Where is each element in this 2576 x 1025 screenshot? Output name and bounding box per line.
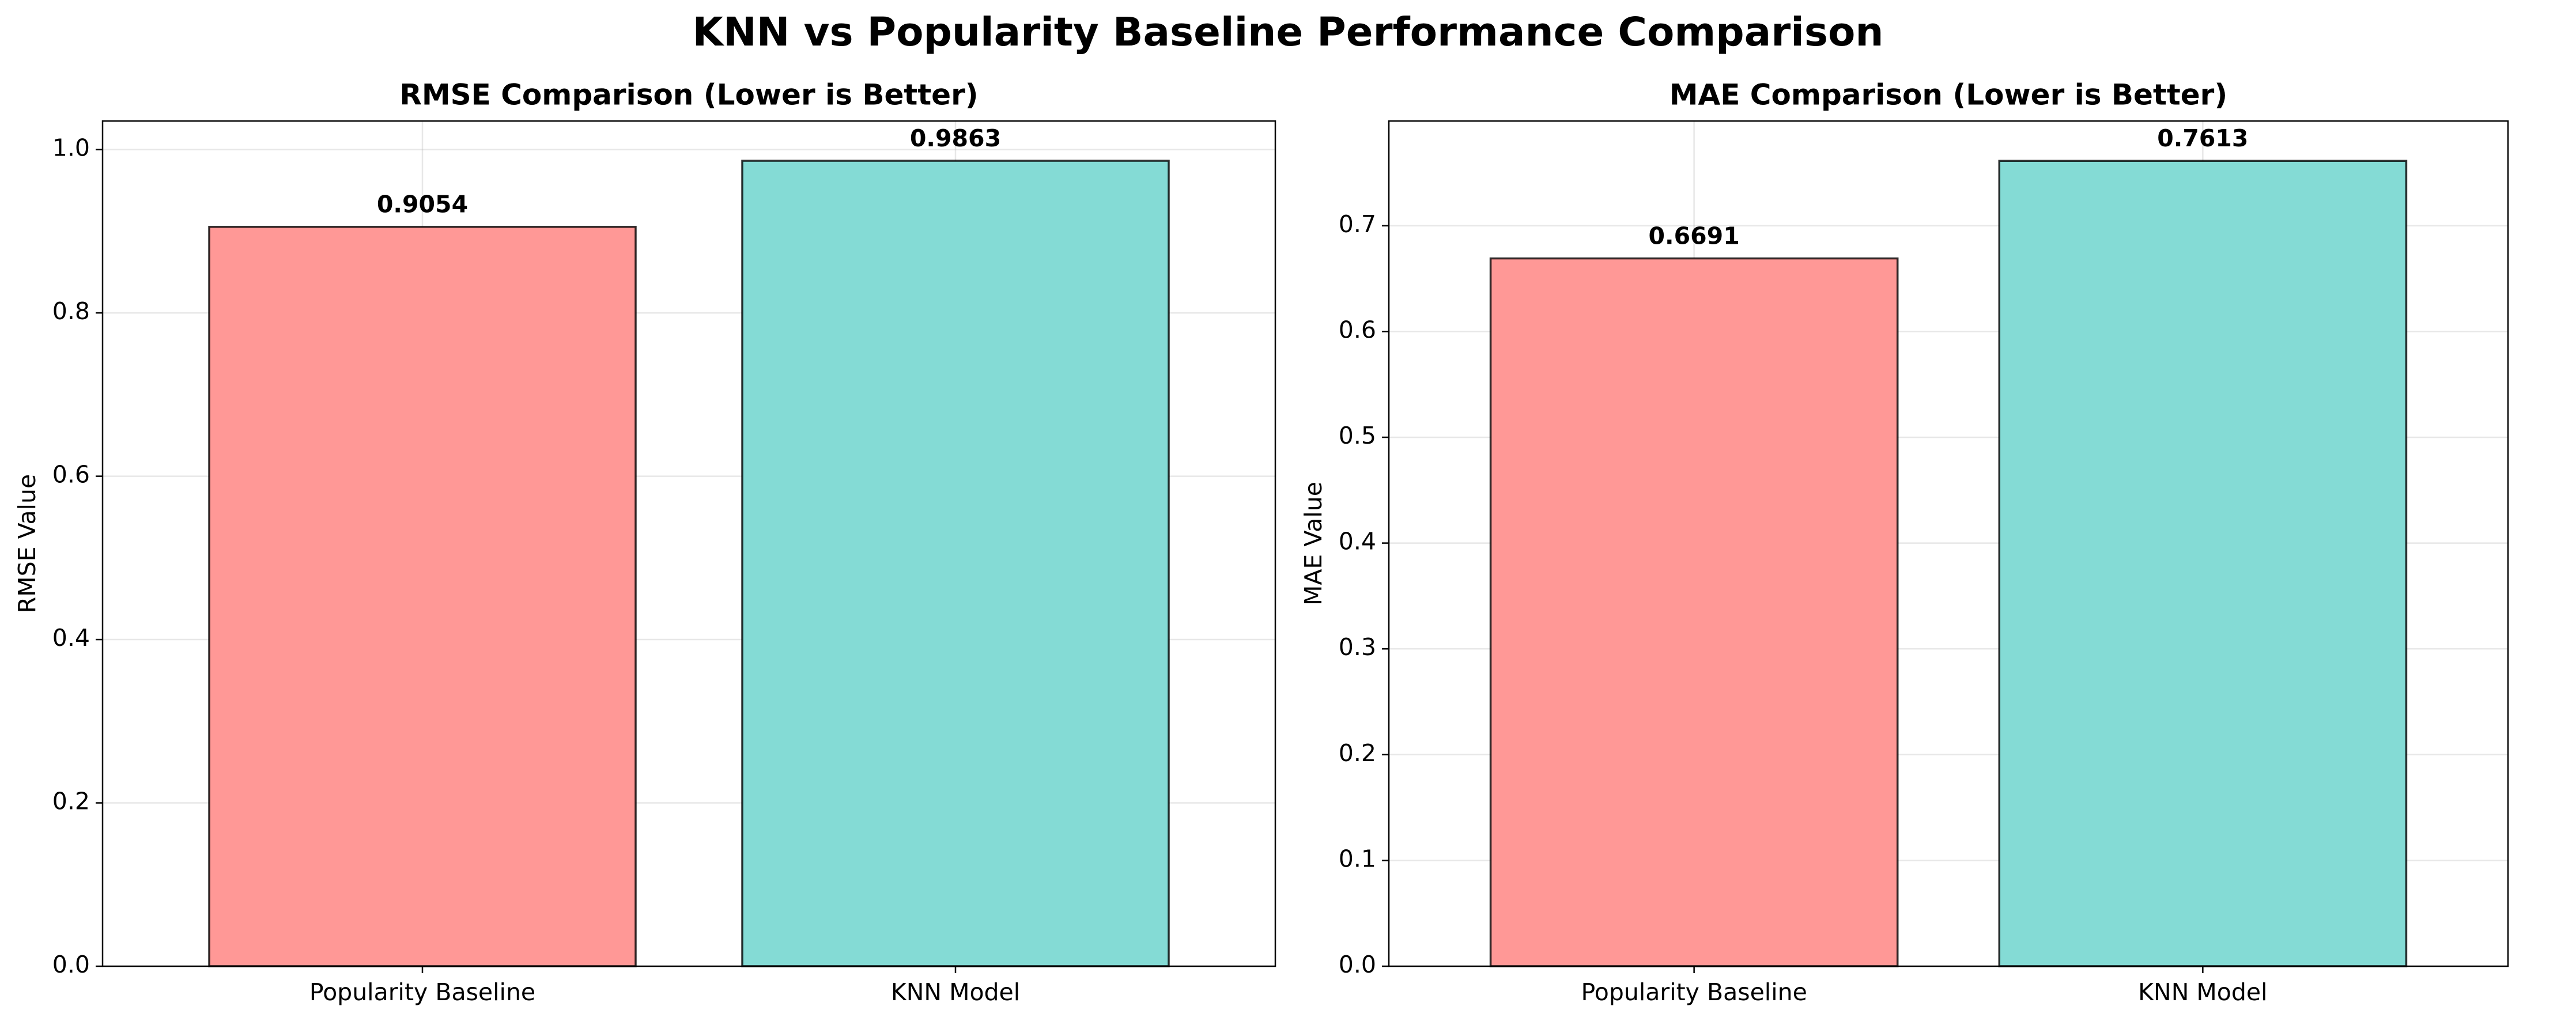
mae-y-tick-label: 0.7: [1339, 210, 1376, 238]
rmse-y-axis-label: RMSE Value: [13, 474, 41, 613]
rmse-y-tick-label: 0.6: [52, 461, 90, 489]
mae-y-tick-label: 0.2: [1339, 739, 1376, 767]
mae-y-tick-label: 0.3: [1339, 633, 1376, 661]
rmse-bars: 0.9054 0.9863: [208, 124, 1170, 967]
mae-y-tick-label: 0.4: [1339, 528, 1376, 555]
mae-y-tick-label: 0.5: [1339, 422, 1376, 449]
mae-bar-value-label: 0.6691: [1649, 222, 1740, 250]
rmse-chart-panel: RMSE Comparison (Lower is Better) RMSE V…: [13, 78, 1276, 1006]
mae-y-axis-label: MAE Value: [1300, 482, 1327, 606]
mae-y-tick-label: 0.6: [1339, 316, 1376, 343]
rmse-y-tick-label: 0.4: [52, 624, 90, 652]
figure-title: KNN vs Popularity Baseline Performance C…: [692, 9, 1883, 55]
rmse-chart-title: RMSE Comparison (Lower is Better): [399, 78, 978, 112]
mae-chart-panel: MAE Comparison (Lower is Better) MAE Val…: [1300, 78, 2509, 1006]
mae-y-tick-label: 0.0: [1339, 951, 1376, 978]
rmse-bar-value-label: 0.9863: [910, 124, 1001, 152]
rmse-bar-knn-model: [741, 160, 1170, 967]
rmse-y-tick-label: 0.2: [52, 788, 90, 815]
mae-y-tick-label: 0.1: [1339, 845, 1376, 872]
rmse-ticks: 0.0 0.2 0.4 0.6 0.8 1.0 Popularity Baseline KNN…: [52, 134, 1020, 1006]
mae-bar-value-label: 0.7613: [2157, 124, 2248, 152]
rmse-bar-value-label: 0.9054: [377, 191, 468, 218]
rmse-y-tick-label: 0.8: [52, 297, 90, 325]
rmse-y-tick-label: 1.0: [52, 134, 90, 162]
mae-bars: 0.6691 0.7613: [1489, 124, 2408, 967]
rmse-x-tick-label: Popularity Baseline: [309, 978, 535, 1006]
rmse-y-tick-label: 0.0: [52, 951, 90, 978]
rmse-axes-frame: [101, 120, 1276, 967]
mae-x-tick-label: Popularity Baseline: [1581, 978, 1807, 1006]
rmse-bar-popularity-baseline: [208, 225, 637, 967]
mae-bar-knn-model: [1998, 160, 2408, 967]
rmse-x-tick-label: KNN Model: [891, 978, 1020, 1006]
mae-x-tick-label: KNN Model: [2138, 978, 2267, 1006]
mae-ticks: 0.0 0.1 0.2 0.3 0.4 0.5 0.6 0.7 Popularity Basel…: [1339, 210, 2268, 1006]
mae-bar-popularity-baseline: [1489, 257, 1899, 967]
mae-chart-title: MAE Comparison (Lower is Better): [1670, 78, 2227, 112]
